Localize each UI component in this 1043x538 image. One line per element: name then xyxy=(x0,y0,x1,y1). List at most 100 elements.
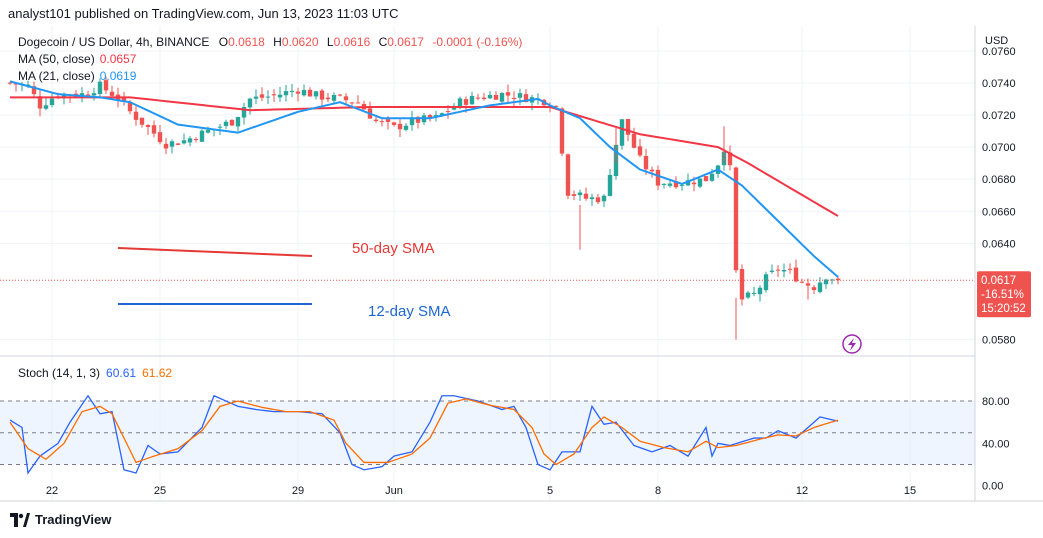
bar-countdown: 15:20:52 xyxy=(981,303,1026,315)
candle xyxy=(157,125,163,145)
candle xyxy=(133,106,139,126)
candle xyxy=(637,138,643,158)
candle xyxy=(253,89,259,105)
sma12-annotation-text: 12-day SMA xyxy=(368,303,451,320)
time-tick-label: 8 xyxy=(655,485,661,497)
candle xyxy=(649,166,655,178)
candle xyxy=(43,97,49,111)
candle xyxy=(787,263,793,274)
candle xyxy=(799,278,805,284)
legend-symbol: Dogecoin / US Dollar, 4h, BINANCE xyxy=(18,35,209,49)
last-price-box: 0.0617 -16.51% 15:20:52 xyxy=(977,271,1031,318)
candle xyxy=(139,117,145,128)
candle xyxy=(817,277,823,294)
stoch-tick-label: 40.00 xyxy=(982,438,1010,450)
candle xyxy=(829,278,835,285)
lightning-icon[interactable] xyxy=(842,334,862,354)
candle xyxy=(259,87,265,102)
candle xyxy=(469,91,475,105)
stoch-tick-label: 80.00 xyxy=(982,396,1010,408)
price-axis: 0.0760 0.0740 0.0720 0.0700 0.0680 0.0660 0.06… xyxy=(982,46,1016,347)
candle xyxy=(475,93,481,101)
candle xyxy=(697,178,703,189)
candle xyxy=(283,85,289,102)
candle xyxy=(289,83,295,98)
candle xyxy=(505,84,511,103)
candle xyxy=(193,137,199,143)
candle xyxy=(511,91,517,107)
price-tick-label: 0.0740 xyxy=(982,78,1016,90)
candle xyxy=(163,138,169,155)
candle xyxy=(559,107,565,157)
candle xyxy=(145,124,151,135)
candle xyxy=(181,133,187,145)
candle xyxy=(703,175,709,182)
candle xyxy=(247,97,253,115)
candle xyxy=(823,278,829,289)
candle xyxy=(619,119,625,150)
chart-legend: Dogecoin / US Dollar, 4h, BINANCE O0.061… xyxy=(18,35,522,380)
legend-ma50: MA (50, close) 0.0657 xyxy=(18,52,137,66)
sma50-annotation-text: 50-day SMA xyxy=(352,240,435,257)
publisher-header: analyst101 published on TradingView.com,… xyxy=(8,6,399,21)
candle xyxy=(331,92,337,105)
candle xyxy=(397,119,403,137)
candle xyxy=(733,166,739,273)
candle xyxy=(577,189,583,202)
candle xyxy=(169,139,175,154)
candle xyxy=(79,87,85,103)
candle xyxy=(583,187,589,201)
stoch-axis: 80.00 40.00 0.00 xyxy=(982,396,1010,493)
candle xyxy=(271,89,277,102)
ma50-line xyxy=(10,96,839,217)
candle xyxy=(367,101,373,119)
time-tick-label: 15 xyxy=(904,485,916,497)
candle xyxy=(337,93,343,97)
candle xyxy=(607,168,613,197)
candle xyxy=(151,120,157,138)
candle xyxy=(757,285,763,302)
candle xyxy=(265,90,271,105)
price-tick-label: 0.0680 xyxy=(982,174,1016,186)
footer-brand: TradingView xyxy=(35,512,112,527)
legend-stoch: Stoch (14, 1, 3) 60.61 61.62 xyxy=(18,366,172,380)
candle xyxy=(601,194,607,208)
chart-canvas[interactable]: 50-day SMA 12-day SMA 0.0760 0.0740 0.0720… xyxy=(0,26,1043,510)
candle xyxy=(595,193,601,205)
candle xyxy=(745,290,751,299)
candle xyxy=(769,264,775,274)
candles xyxy=(7,76,841,340)
candle xyxy=(571,190,577,201)
candle xyxy=(49,93,55,108)
candle xyxy=(763,271,769,293)
stoch-k-line xyxy=(9,394,839,475)
candle xyxy=(235,116,241,132)
time-tick-label: 12 xyxy=(796,485,808,497)
candle xyxy=(241,102,247,125)
candle xyxy=(487,90,493,100)
candle xyxy=(343,93,349,105)
candle xyxy=(793,259,799,283)
time-tick-label: 25 xyxy=(154,485,166,497)
candle xyxy=(91,87,97,101)
candle xyxy=(97,78,103,98)
candle xyxy=(589,193,595,207)
candle xyxy=(727,145,733,171)
candle xyxy=(631,127,637,149)
candle xyxy=(781,263,787,278)
candle xyxy=(229,119,235,127)
last-price-value: 0.0617 xyxy=(981,275,1016,287)
candle xyxy=(37,88,43,117)
candle xyxy=(751,286,757,297)
stoch-d-line xyxy=(9,398,839,466)
time-tick-label: 5 xyxy=(547,485,553,497)
sma50-annotation-line xyxy=(117,247,313,257)
candle xyxy=(319,88,325,106)
candle xyxy=(811,284,817,294)
candle xyxy=(361,100,367,110)
currency-label: USD xyxy=(985,35,1008,47)
candle xyxy=(175,142,181,146)
time-axis: 22 25 29 Jun 5 8 12 15 xyxy=(46,485,916,497)
candle xyxy=(325,92,331,103)
candle xyxy=(277,86,283,102)
